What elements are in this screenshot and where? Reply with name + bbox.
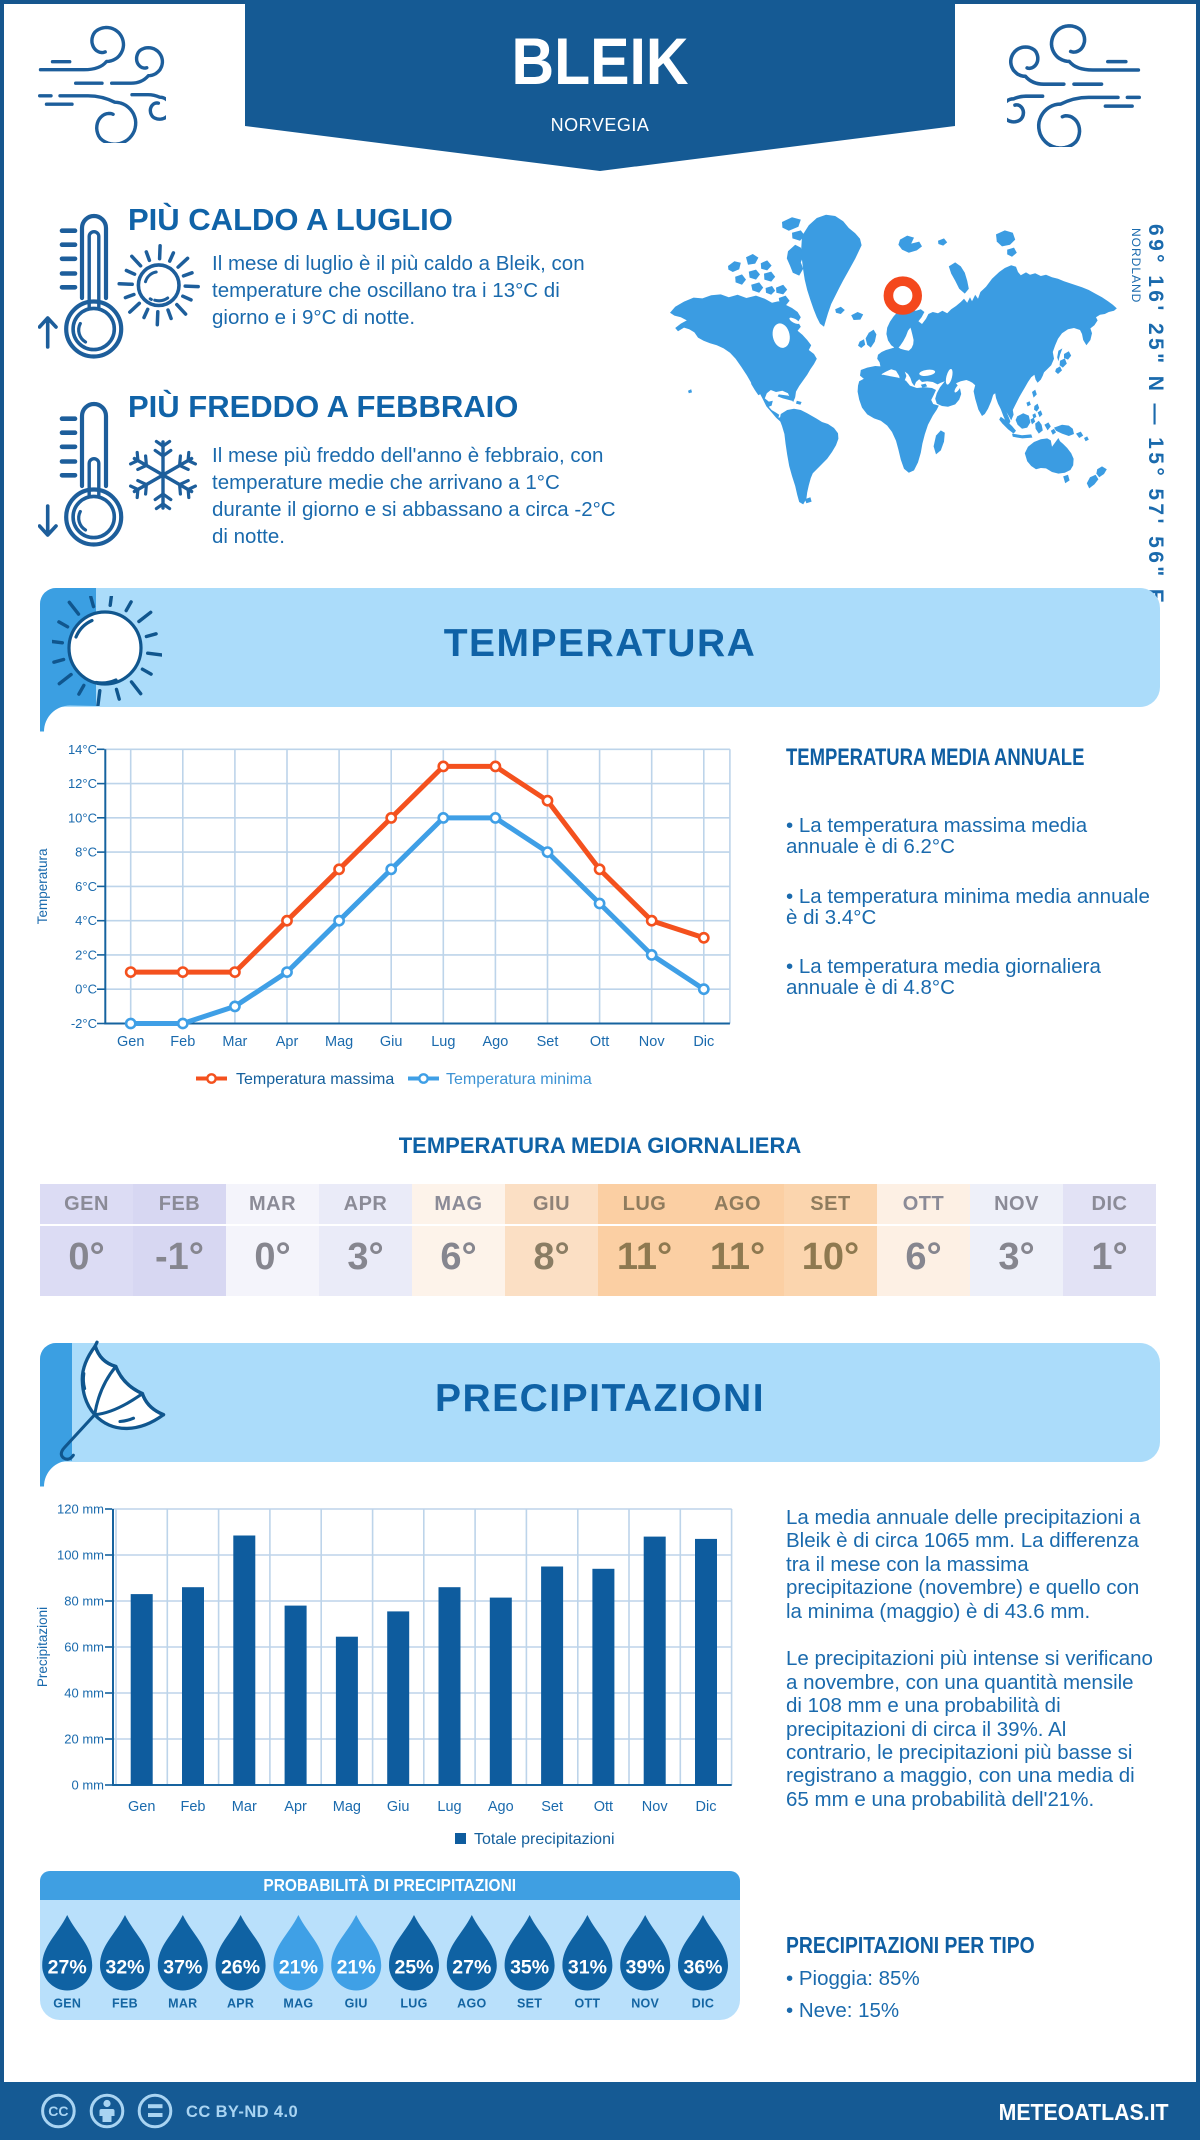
svg-text:NOV: NOV xyxy=(631,1997,659,2011)
svg-text:Gen: Gen xyxy=(128,1799,155,1815)
svg-text:60 mm: 60 mm xyxy=(64,1640,104,1655)
svg-text:Gen: Gen xyxy=(117,1034,144,1050)
svg-text:Set: Set xyxy=(537,1034,559,1050)
svg-text:Nov: Nov xyxy=(642,1799,669,1815)
svg-text:Precipitazioni: Precipitazioni xyxy=(35,1607,50,1687)
svg-text:100 mm: 100 mm xyxy=(57,1548,104,1563)
svg-text:Apr: Apr xyxy=(276,1034,299,1050)
svg-text:Dic: Dic xyxy=(693,1034,714,1050)
svg-text:Lug: Lug xyxy=(431,1034,455,1050)
svg-text:Feb: Feb xyxy=(181,1799,206,1815)
svg-text:26%: 26% xyxy=(221,1957,260,1979)
svg-text:Ago: Ago xyxy=(488,1799,514,1815)
svg-text:8°C: 8°C xyxy=(75,845,97,860)
svg-text:Temperatura: Temperatura xyxy=(35,848,50,924)
svg-text:31%: 31% xyxy=(568,1957,607,1979)
svg-text:14°C: 14°C xyxy=(68,742,97,757)
svg-text:25%: 25% xyxy=(394,1957,433,1979)
svg-text:MAR: MAR xyxy=(168,1997,197,2011)
svg-text:GIU: GIU xyxy=(345,1997,368,2011)
svg-text:Nov: Nov xyxy=(639,1034,666,1050)
svg-text:SET: SET xyxy=(517,1997,542,2011)
svg-text:32%: 32% xyxy=(105,1957,144,1979)
svg-text:27%: 27% xyxy=(48,1957,87,1979)
svg-text:LUG: LUG xyxy=(400,1997,427,2011)
svg-text:Apr: Apr xyxy=(284,1799,307,1815)
svg-text:Set: Set xyxy=(541,1799,563,1815)
svg-text:Lug: Lug xyxy=(437,1799,461,1815)
svg-text:21%: 21% xyxy=(337,1957,376,1979)
svg-text:0°C: 0°C xyxy=(75,982,97,997)
svg-text:37%: 37% xyxy=(163,1957,202,1979)
svg-text:CC: CC xyxy=(48,2103,68,2119)
svg-text:Ott: Ott xyxy=(590,1034,609,1050)
svg-text:OTT: OTT xyxy=(574,1997,600,2011)
svg-text:Mar: Mar xyxy=(222,1034,247,1050)
svg-text:-2°C: -2°C xyxy=(71,1016,97,1031)
svg-text:Dic: Dic xyxy=(696,1799,717,1815)
svg-text:Mag: Mag xyxy=(325,1034,353,1050)
svg-text:AGO: AGO xyxy=(457,1997,486,2011)
svg-text:Giu: Giu xyxy=(380,1034,403,1050)
svg-text:FEB: FEB xyxy=(112,1997,138,2011)
svg-text:12°C: 12°C xyxy=(68,776,97,791)
svg-text:Temperatura minima: Temperatura minima xyxy=(446,1071,592,1088)
svg-text:39%: 39% xyxy=(626,1957,665,1979)
svg-text:80 mm: 80 mm xyxy=(64,1594,104,1609)
svg-text:2°C: 2°C xyxy=(75,947,97,962)
svg-text:120 mm: 120 mm xyxy=(57,1502,104,1517)
svg-text:10°C: 10°C xyxy=(68,810,97,825)
svg-text:4°C: 4°C xyxy=(75,913,97,928)
svg-text:35%: 35% xyxy=(510,1957,549,1979)
svg-text:Temperatura massima: Temperatura massima xyxy=(236,1071,394,1088)
svg-text:Totale precipitazioni: Totale precipitazioni xyxy=(474,1831,615,1848)
svg-text:MAG: MAG xyxy=(283,1997,313,2011)
svg-text:21%: 21% xyxy=(279,1957,318,1979)
svg-text:APR: APR xyxy=(227,1997,254,2011)
svg-text:Mag: Mag xyxy=(333,1799,361,1815)
svg-text:40 mm: 40 mm xyxy=(64,1686,104,1701)
svg-text:DIC: DIC xyxy=(692,1997,714,2011)
svg-text:GEN: GEN xyxy=(53,1997,81,2011)
svg-text:6°C: 6°C xyxy=(75,879,97,894)
svg-text:27%: 27% xyxy=(452,1957,491,1979)
svg-text:36%: 36% xyxy=(683,1957,722,1979)
svg-text:Mar: Mar xyxy=(232,1799,257,1815)
svg-text:Ott: Ott xyxy=(594,1799,613,1815)
svg-text:0 mm: 0 mm xyxy=(72,1778,105,1793)
svg-text:Feb: Feb xyxy=(170,1034,195,1050)
svg-text:Giu: Giu xyxy=(387,1799,410,1815)
svg-text:Ago: Ago xyxy=(482,1034,508,1050)
svg-text:20 mm: 20 mm xyxy=(64,1732,104,1747)
